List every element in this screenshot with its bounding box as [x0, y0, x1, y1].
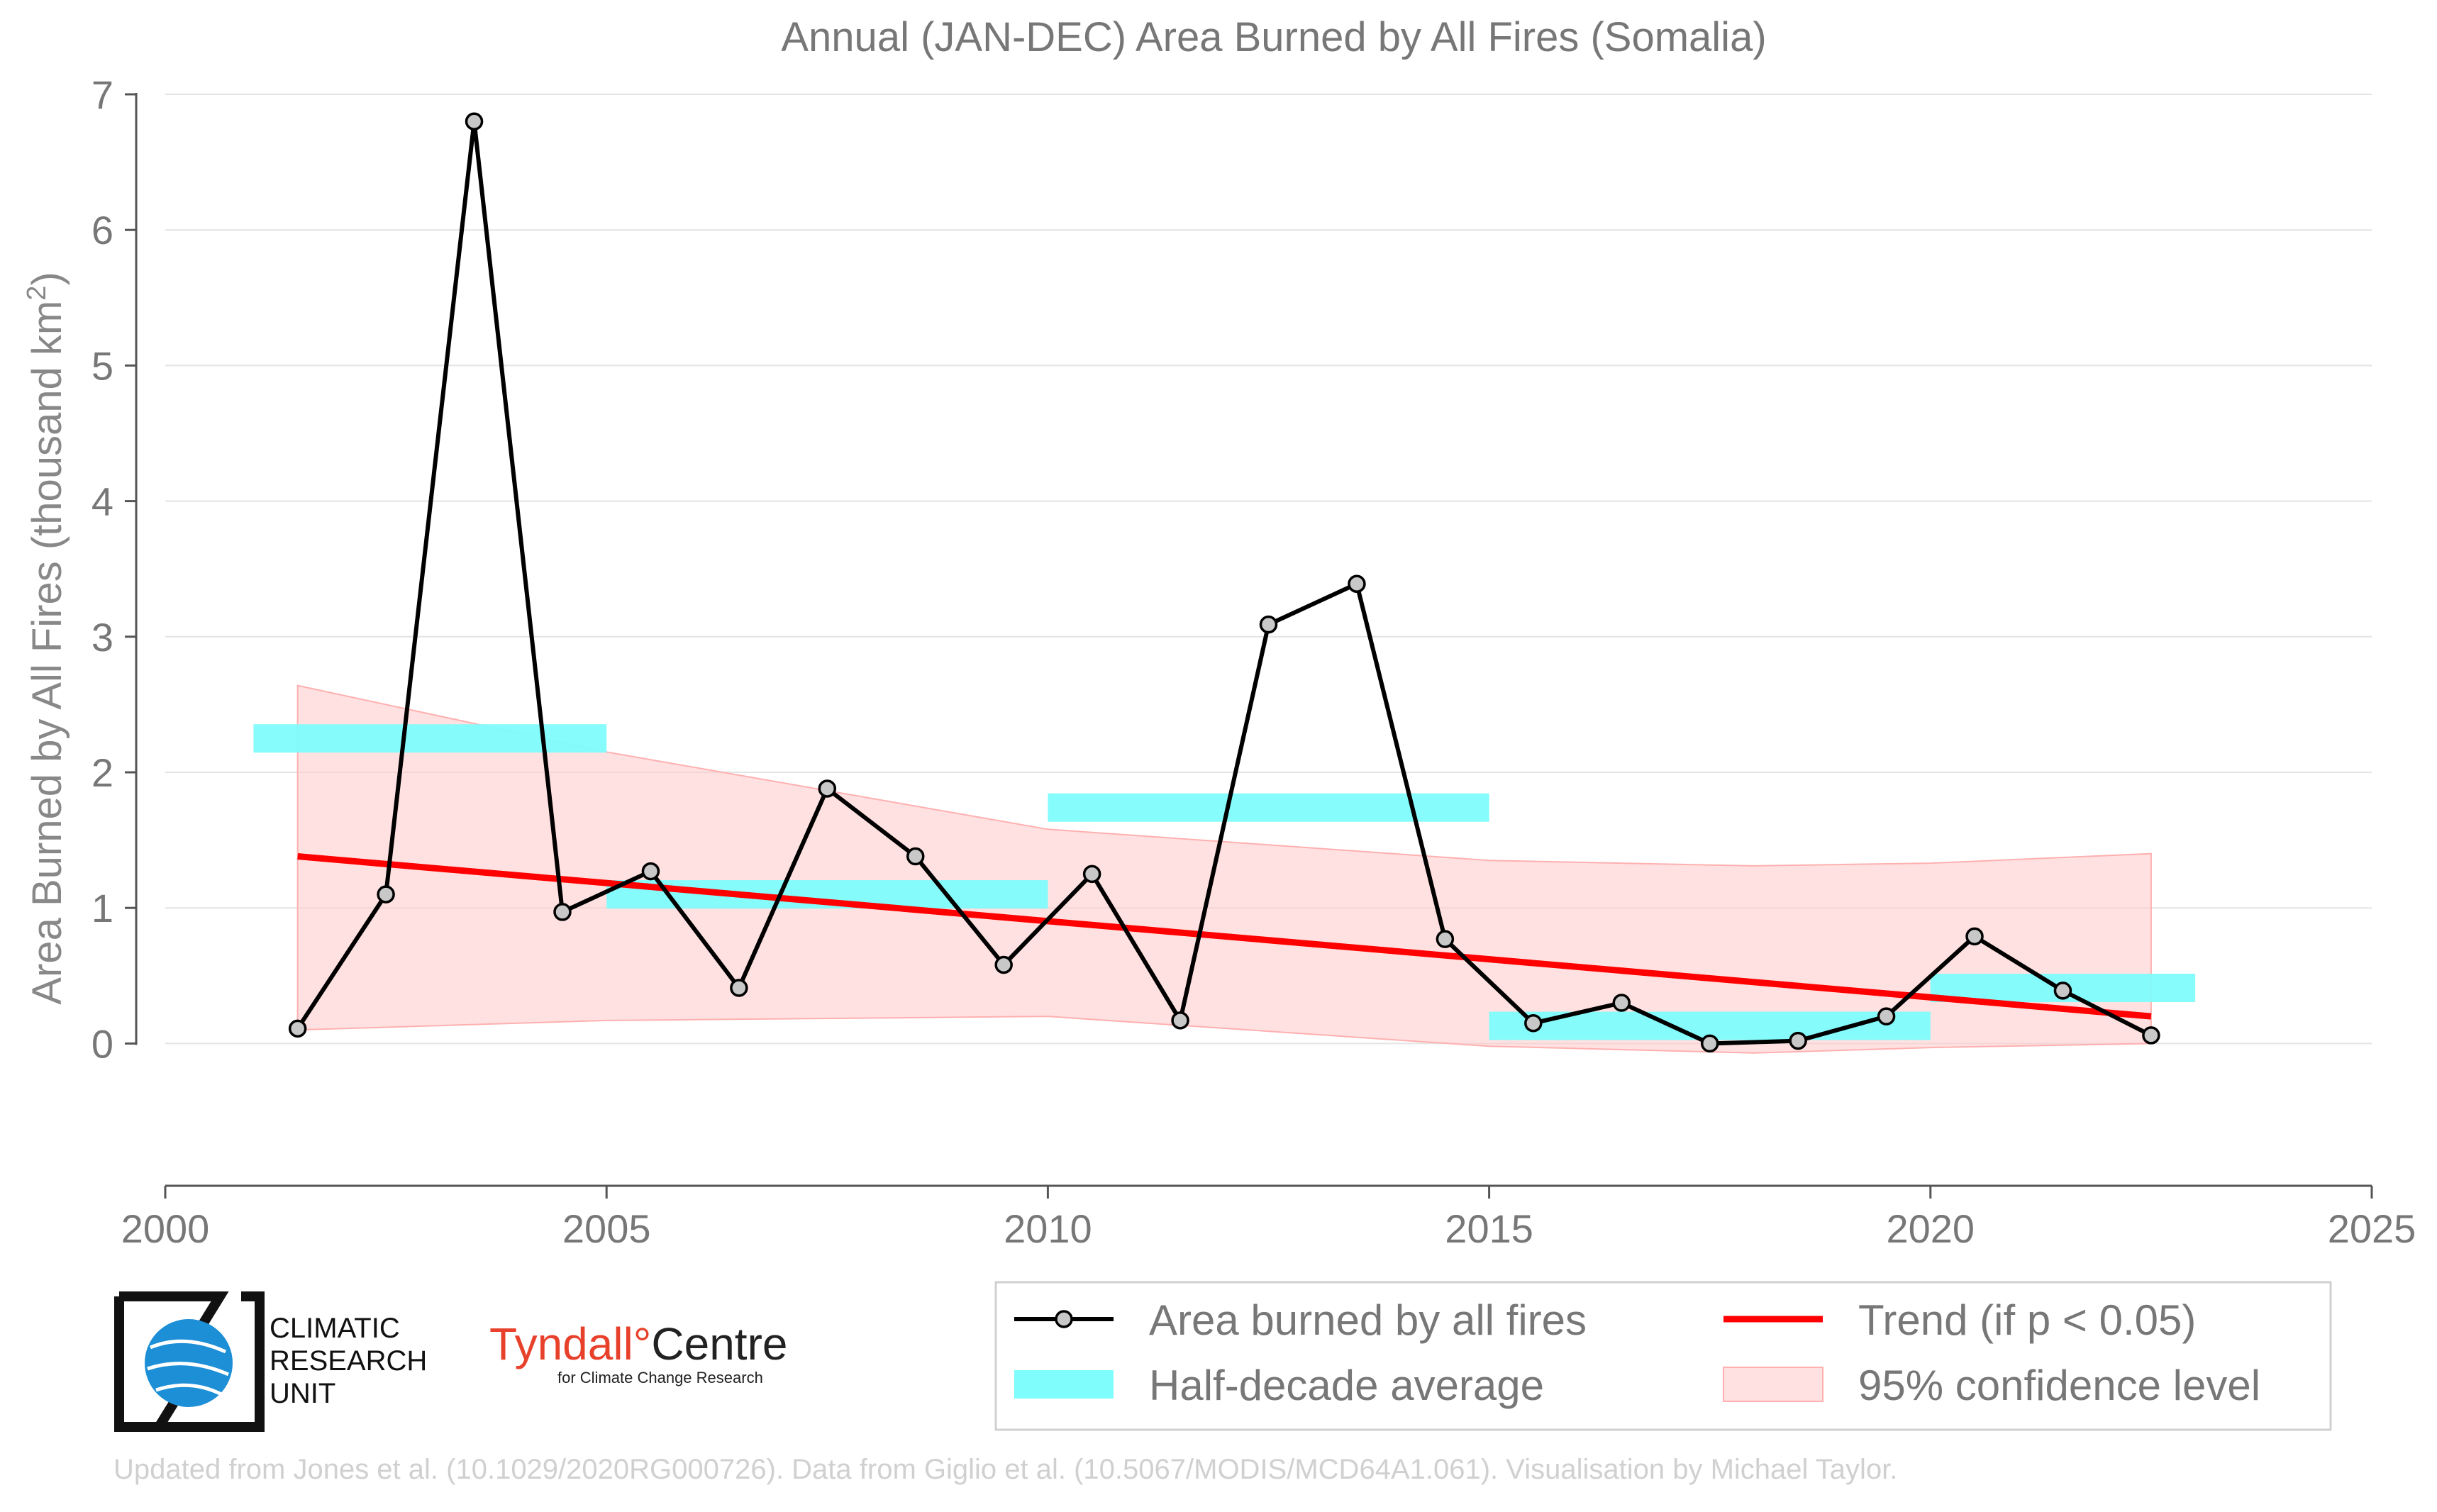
area-burned-line: [296, 119, 2153, 1046]
data-point: [1789, 1031, 1807, 1050]
y-axis-label-text: Area Burned by All Fires (thousand km: [24, 301, 70, 1005]
cru-emblem-icon: [114, 1291, 265, 1432]
data-point: [1877, 1007, 1896, 1025]
legend-symbol-band: [1723, 1367, 1823, 1402]
cru-logo: CLIMATIC RESEARCH UNIT: [113, 1291, 511, 1433]
y-tick-label: 5: [91, 343, 113, 388]
footer-note: Updated from Jones et al. (10.1029/2020R…: [113, 1454, 1898, 1485]
legend-symbol-average: [1014, 1370, 1114, 1399]
legend-label-1: Trend (if p < 0.05): [1858, 1296, 2196, 1344]
chart-title: Annual (JAN-DEC) Area Burned by All Fire…: [781, 14, 1766, 60]
trend-layer: [297, 853, 2152, 1020]
legend: Area burned by all fires Trend (if p < 0.…: [994, 1281, 2332, 1431]
y-tick-label: 6: [91, 208, 113, 252]
data-point: [730, 979, 748, 997]
data-point: [377, 885, 395, 904]
svg-text:Area Burned by All Fires (thou: Area Burned by All Fires (thousand km2): [22, 272, 70, 1004]
data-point: [906, 847, 925, 866]
data-point: [2142, 1026, 2160, 1045]
y-tick-label: 1: [91, 886, 113, 930]
x-tick-label: 2015: [1445, 1206, 1533, 1251]
data-point: [641, 862, 660, 881]
x-tick-label: 2010: [1004, 1206, 1092, 1251]
data-point: [553, 903, 572, 921]
data-point: [1082, 865, 1101, 884]
axis-layer: 0 1 2 3 4 5 6 7 2000 2005 2010 2015 2020 2025: [91, 72, 2416, 1251]
data-point: [1524, 1013, 1543, 1033]
y-tick-label: 7: [91, 72, 113, 117]
x-tick-label: 2000: [121, 1206, 210, 1251]
legend-label-2: Half-decade average: [1149, 1362, 1544, 1409]
legend-box: [994, 1281, 2332, 1431]
y-axis-label: Area Burned by All Fires (thousand km2): [22, 272, 70, 1004]
legend-label-3: 95% confidence level: [1858, 1362, 2260, 1409]
y-axis-label-superscript: 2: [22, 286, 52, 301]
data-point: [1171, 1011, 1189, 1030]
cru-line-2: RESEARCH: [270, 1345, 428, 1377]
data-point: [465, 112, 484, 130]
tyndall-centre: Centre: [651, 1318, 788, 1369]
legend-symbol-marker: [1055, 1310, 1073, 1328]
cru-line-3: UNIT: [270, 1378, 336, 1409]
x-tick-label: 2005: [562, 1206, 651, 1251]
data-point: [994, 955, 1013, 974]
data-point: [2053, 982, 2072, 1000]
legend-label-0: Area burned by all fires: [1149, 1296, 1587, 1344]
trend-line: [297, 853, 2152, 1020]
tyndall-subtitle: for Climate Change Research: [557, 1369, 763, 1386]
y-tick-label: 4: [91, 479, 113, 524]
cru-line-1: CLIMATIC: [270, 1313, 400, 1344]
data-point: [818, 779, 837, 798]
data-point: [1436, 930, 1455, 948]
y-tick-label: 0: [91, 1021, 113, 1066]
x-tick-label: 2025: [2328, 1206, 2416, 1251]
y-tick-label: 2: [91, 750, 113, 795]
tyndall-name: Tyndall: [489, 1318, 633, 1369]
data-point: [288, 1019, 307, 1038]
half-decade-bar: [1048, 793, 1489, 822]
tyndall-degree: °: [633, 1318, 652, 1369]
data-point: [1259, 615, 1278, 634]
data-point: [1700, 1034, 1719, 1053]
data-point: [1612, 994, 1631, 1012]
data-point: [1965, 927, 1984, 946]
half-decade-layer: [253, 724, 2196, 1040]
series-layer: [288, 112, 2160, 1053]
tyndall-logo: Tyndall°Centre for Climate Change Resear…: [489, 1319, 787, 1397]
x-tick-label: 2020: [1887, 1206, 1975, 1251]
y-tick-label: 3: [91, 615, 113, 660]
half-decade-bar: [253, 724, 607, 753]
data-point: [1348, 574, 1366, 593]
y-axis-label-close: ): [24, 272, 70, 285]
